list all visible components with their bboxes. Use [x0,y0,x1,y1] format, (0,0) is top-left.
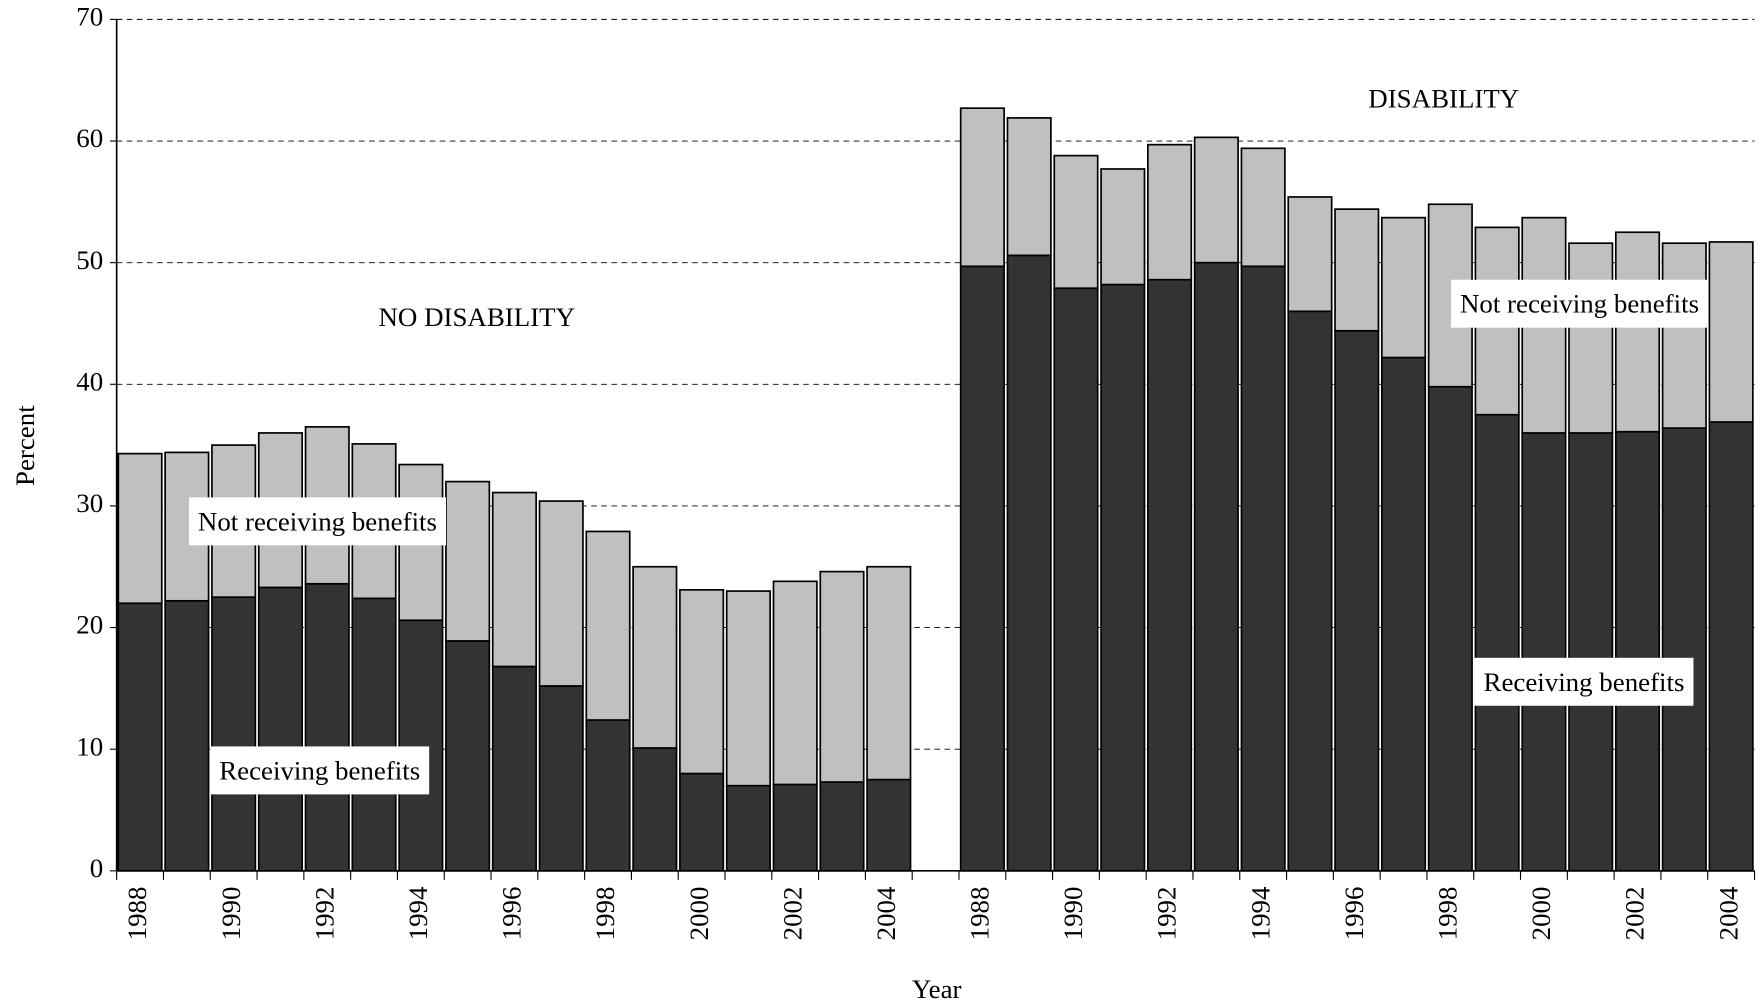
x-tick-label: 1994 [1245,886,1275,940]
bar-segment [164,599,210,872]
group-label: NO DISABILITY [378,302,575,332]
bar-segment [1568,242,1614,434]
series-label: Receiving benefits [219,755,420,785]
bar-segment [491,491,537,668]
x-tick-label: 1994 [403,886,433,940]
bar-segment [866,778,912,872]
bar-segment [1427,385,1473,872]
bar-segment [445,640,491,872]
label-box [188,497,446,546]
y-axis-label: Percent [10,405,40,486]
bar-segment [538,685,584,872]
bar-segment [1521,432,1567,872]
bar-segment [1240,147,1286,268]
bar-segment [632,747,678,872]
bar-segment [1334,208,1380,332]
label-box [1450,279,1709,328]
series-label: Not receiving benefits [198,506,437,536]
x-tick-label: 2000 [1526,887,1556,941]
bar-segment [585,719,631,872]
x-tick-label: 1998 [590,887,620,941]
bar-segment [1380,356,1427,872]
group-label: DISABILITY [1368,83,1519,113]
bar-segment [1147,278,1193,872]
y-tick-label: 60 [76,123,103,153]
y-tick-label: 20 [76,610,103,640]
bar-segment [1661,242,1707,429]
bar-segment [725,784,771,872]
bar-segment [866,565,912,781]
bar-segment [398,619,444,872]
bar-segment [211,596,257,872]
bar-segment [959,107,1005,268]
bar-segment [632,565,678,749]
x-tick-label: 1988 [122,887,152,941]
x-tick-label: 2002 [1620,887,1650,941]
bar-segment [1240,265,1286,872]
bar-segment [1614,231,1661,433]
bar-segment [679,589,725,775]
y-tick-label: 0 [90,853,103,883]
x-tick-label: 1998 [1433,887,1463,941]
bar-segment [117,602,163,872]
x-tick-label: 1996 [497,887,527,941]
bar-segment [959,265,1005,872]
x-tick-label: 1990 [1058,887,1088,941]
bar-segment [585,530,631,721]
bar-segment [1006,117,1052,257]
bar-segment [1568,432,1614,872]
bar-segment [819,781,865,872]
bar-segment [819,570,865,783]
bar-segment [1193,136,1239,264]
label-box [1474,657,1694,706]
bar-segment [1287,196,1333,313]
bar-segment [117,452,163,605]
bar-segment [772,580,818,786]
x-tick-label: 2004 [871,886,901,940]
x-tick-label: 1990 [216,887,246,941]
y-tick-label: 50 [76,245,103,275]
bar-segment [1053,287,1099,872]
bar-segment [1287,310,1333,872]
bar-segment [304,582,350,872]
bar-segment [351,597,397,872]
bar-segment [1474,413,1520,872]
bar-segment [725,590,771,787]
y-tick-label: 10 [76,731,103,761]
bar-segment [257,586,304,872]
bar-segment [1334,329,1380,872]
bar-segment [1708,241,1754,423]
bar-segment [1708,421,1754,872]
series-label: Not receiving benefits [1460,289,1699,319]
bar-segment [445,480,491,642]
bar-segment [538,500,584,687]
series-label: Receiving benefits [1484,667,1685,697]
x-tick-label: 1992 [309,887,339,941]
x-tick-label: 1996 [1339,887,1369,941]
x-tick-label: 2004 [1713,886,1743,940]
bar-segment [1193,261,1239,872]
x-axis-label: Year [912,974,962,1004]
y-tick-label: 40 [76,366,103,396]
bar-segment [491,665,537,872]
bar-segment [1661,427,1707,872]
bar-segment [1006,254,1052,872]
bar-segment [1147,143,1193,281]
bar-segment [679,772,725,872]
bar-segment [772,783,818,872]
label-box [210,746,430,795]
y-tick-label: 70 [76,2,103,32]
bar-segment [1100,283,1146,872]
bar-segment [1053,154,1099,290]
x-tick-label: 1988 [965,887,995,941]
bar-segment [1100,168,1146,286]
x-tick-label: 1992 [1152,887,1182,941]
x-tick-label: 2000 [684,887,714,941]
bar-segment [1380,216,1427,359]
x-tick-label: 2002 [777,887,807,941]
y-tick-label: 30 [76,488,103,518]
bar-segment [1614,430,1661,872]
